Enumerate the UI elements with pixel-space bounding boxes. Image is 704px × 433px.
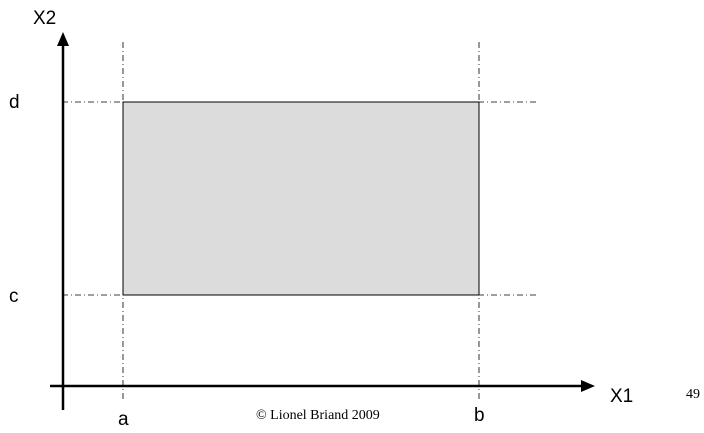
x-axis-arrowhead [581,380,595,392]
y-axis-label: X2 [33,8,56,29]
y-lower-bound-label: c [9,286,19,307]
x-axis-label: X1 [610,386,633,407]
x-upper-bound-label: b [474,405,485,426]
page-number: 49 [686,387,700,402]
copyright-text: © Lionel Briand 2009 [256,408,380,423]
x-lower-bound-label: a [118,409,129,430]
y-upper-bound-label: d [9,92,20,113]
valid-region-rectangle [122,101,480,296]
y-axis-arrowhead [57,32,69,46]
